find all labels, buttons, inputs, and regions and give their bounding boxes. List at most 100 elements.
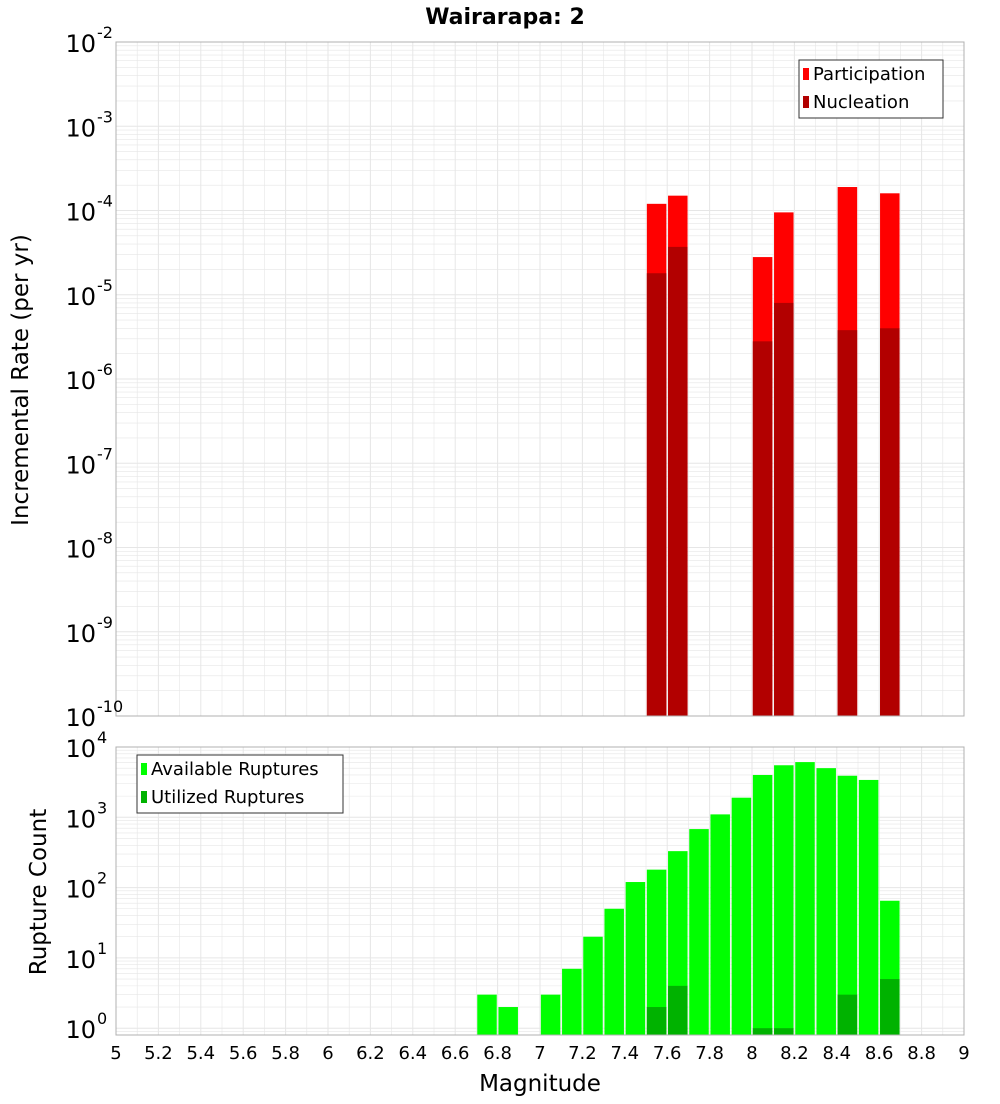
- chart-title: Wairarapa: 2: [425, 5, 585, 30]
- top-ytick-label: 10: [65, 451, 96, 479]
- x-tick-label: 8.8: [907, 1043, 936, 1064]
- top-ytick-label: 10: [65, 704, 96, 732]
- bottom-bar-available: [477, 994, 497, 1035]
- bottom-bar-available: [837, 775, 858, 1035]
- bottom-bar-utilized: [837, 994, 858, 1035]
- top-ytick-label: 10: [65, 620, 96, 648]
- top-ytick-exponent: -8: [97, 529, 113, 548]
- top-ytick-exponent: -3: [97, 107, 113, 126]
- top-ytick-exponent: -10: [97, 697, 123, 716]
- bottom-bar-available: [583, 936, 603, 1035]
- top-bar-nucleation: [880, 328, 900, 716]
- top-bar-nucleation: [646, 273, 667, 716]
- top-frame: [115, 41, 965, 717]
- top-ytick-label: 10: [65, 199, 96, 227]
- x-tick-label: 7.2: [568, 1043, 597, 1064]
- bottom-bar-utilized: [880, 979, 900, 1035]
- x-tick-label: 6.8: [483, 1043, 512, 1064]
- x-tick-label: 8: [746, 1043, 757, 1064]
- top-legend-swatch: [803, 68, 809, 80]
- bottom-ytick-exponent: 0: [97, 1009, 107, 1028]
- top-legend: Participation Nucleation: [798, 59, 944, 119]
- x-axis-label: Magnitude: [479, 1071, 601, 1097]
- bottom-legend: Available Ruptures Utilized Ruptures: [136, 754, 344, 814]
- top-ytick-label: 10: [65, 30, 96, 58]
- bottom-ytick-label: 10: [65, 946, 96, 974]
- x-tick-label: 7.6: [653, 1043, 682, 1064]
- bottom-ytick-label: 10: [65, 735, 96, 763]
- bottom-ytick-label: 10: [65, 1016, 96, 1044]
- bottom-legend-box: [136, 754, 344, 814]
- x-tick-label: 7.4: [610, 1043, 639, 1064]
- bottom-bar-available: [731, 797, 752, 1035]
- top-legend-label: Nucleation: [813, 92, 909, 113]
- bottom-frame: [115, 746, 965, 1036]
- top-bar-nucleation: [837, 330, 858, 716]
- top-ytick-exponent: -4: [97, 192, 113, 211]
- bottom-bar-utilized: [774, 1028, 794, 1035]
- bottom-bar-available: [795, 762, 815, 1035]
- top-bar-nucleation: [668, 246, 688, 716]
- bottom-legend-label: Available Ruptures: [151, 759, 319, 780]
- bottom-y-axis-label: Rupture Count: [26, 809, 52, 975]
- top-bar-nucleation: [774, 302, 794, 716]
- x-tick-label: 7.8: [695, 1043, 724, 1064]
- bottom-bar-available: [540, 994, 561, 1035]
- x-tick-label: 9: [958, 1043, 969, 1064]
- bottom-bar-available: [752, 774, 773, 1035]
- top-ytick-exponent: -9: [97, 613, 113, 632]
- bottom-legend-swatch: [141, 763, 147, 775]
- top-ytick-exponent: -5: [97, 276, 113, 295]
- bottom-bar-available: [816, 768, 836, 1035]
- top-ytick-label: 10: [65, 283, 96, 311]
- bottom-legend-label: Utilized Ruptures: [151, 787, 304, 808]
- top-ytick-label: 10: [65, 367, 96, 395]
- x-tick-label: 8.4: [822, 1043, 851, 1064]
- top-bar-nucleation: [752, 341, 773, 716]
- x-tick-label: 6.6: [441, 1043, 470, 1064]
- bottom-bar-available: [689, 829, 709, 1035]
- bottom-ytick-exponent: 1: [97, 939, 107, 958]
- x-tick-label: 5: [110, 1043, 121, 1064]
- top-ytick-label: 10: [65, 114, 96, 142]
- x-tick-label: 5.4: [186, 1043, 215, 1064]
- bottom-ytick-exponent: 4: [97, 728, 107, 747]
- bottom-bar-available: [774, 765, 794, 1035]
- x-tick-label: 8.6: [865, 1043, 894, 1064]
- bottom-bar-available: [710, 814, 730, 1035]
- bottom-legend-swatch: [141, 791, 147, 803]
- bottom-bar-available: [858, 779, 879, 1035]
- bottom-bar-available: [604, 908, 624, 1035]
- top-legend-label: Participation: [813, 64, 925, 85]
- top-legend-swatch: [803, 96, 809, 108]
- top-y-axis-label: Incremental Rate (per yr): [8, 234, 34, 526]
- bottom-ytick-label: 10: [65, 805, 96, 833]
- bottom-ytick-exponent: 3: [97, 798, 107, 817]
- x-tick-label: 6.4: [398, 1043, 427, 1064]
- top-ytick-exponent: -2: [97, 23, 113, 42]
- bottom-bar-utilized: [646, 1007, 667, 1035]
- bottom-bar-available: [625, 882, 646, 1035]
- bottom-bar-utilized: [752, 1028, 773, 1035]
- top-ytick-exponent: -6: [97, 360, 113, 379]
- bottom-ytick-label: 10: [65, 876, 96, 904]
- top-ytick-exponent: -7: [97, 444, 113, 463]
- x-tick-label: 5.6: [229, 1043, 258, 1064]
- x-tick-label: 6.2: [356, 1043, 385, 1064]
- x-tick-label: 8.2: [780, 1043, 809, 1064]
- x-tick-label: 5.2: [144, 1043, 173, 1064]
- x-tick-label: 5.8: [271, 1043, 300, 1064]
- bottom-bar-utilized: [668, 985, 688, 1035]
- bottom-ytick-exponent: 2: [97, 869, 107, 888]
- bottom-bar-available: [646, 869, 667, 1035]
- top-ytick-label: 10: [65, 536, 96, 564]
- x-tick-label: 7: [534, 1043, 545, 1064]
- x-tick-label: 6: [322, 1043, 333, 1064]
- bottom-bar-available: [562, 968, 582, 1035]
- bottom-bar-available: [498, 1007, 518, 1035]
- top-legend-box: [798, 59, 944, 119]
- top-panel: 10-210-310-410-510-610-710-810-910 -10Par…: [65, 23, 965, 732]
